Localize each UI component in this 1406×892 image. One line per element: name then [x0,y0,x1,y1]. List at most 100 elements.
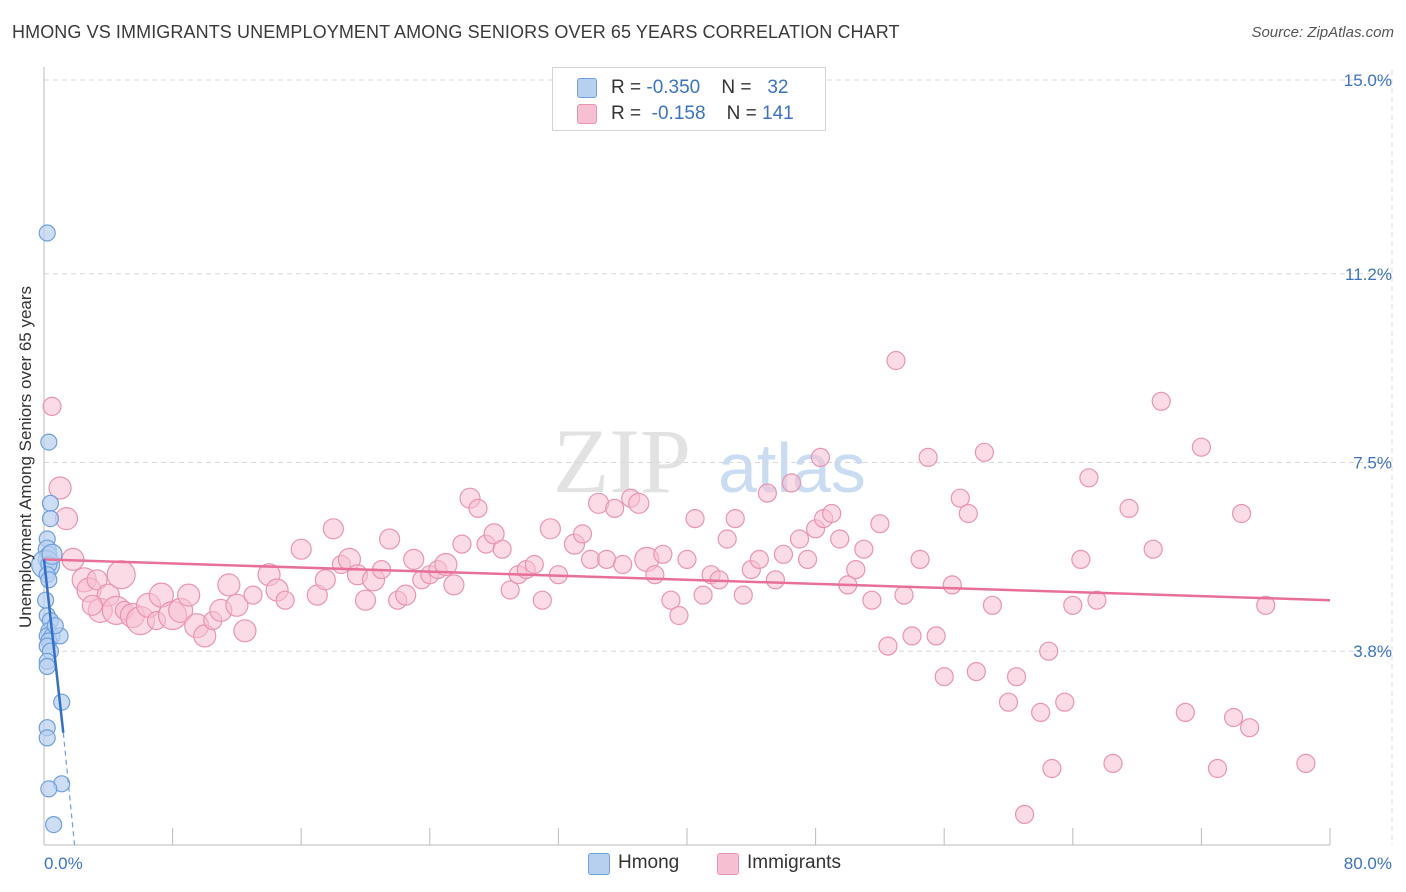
immigrants-point [1087,590,1107,610]
hmong-point [37,591,55,609]
immigrants-point [177,583,201,607]
y-tick-label: 15.0% [1344,71,1392,90]
immigrants-point [862,590,882,610]
immigrants-point [966,661,986,682]
immigrants-point [846,559,866,580]
immigrants-point [926,626,946,646]
immigrants-point [492,539,512,559]
immigrants-point [468,498,488,518]
immigrants-point [810,447,831,467]
immigrants-point [765,570,786,590]
immigrants-point [1256,595,1276,615]
immigrants-n-label: N = [726,103,763,124]
immigrants-point [781,473,802,493]
immigrants-point [86,569,108,591]
immigrants-point [982,595,1003,615]
hmong-legend-swatch [588,853,610,875]
y-axis-label: Unemployment Among Seniors over 65 years [16,285,35,629]
immigrants-point [1207,758,1228,779]
immigrants-point [572,524,593,544]
immigrants-point [597,549,617,570]
immigrants-point [974,442,994,462]
immigrants-legend-label: Immigrants [747,852,841,873]
immigrants-point [500,580,520,600]
immigrants-point [661,590,681,610]
x-tick-label-max: 80.0% [1344,854,1392,873]
immigrants-point [233,619,257,643]
immigrants-point [48,476,72,500]
hmong-swatch [577,78,597,98]
y-tick-label: 7.5% [1353,454,1392,473]
watermark-atlas: atlas [718,429,866,507]
immigrants-point [605,498,625,518]
immigrants-point [483,523,505,545]
immigrants-point [532,590,552,610]
immigrants-point [918,447,938,467]
immigrants-point [757,483,777,503]
immigrants-point [645,565,665,585]
immigrants-point [1191,437,1212,457]
immigrants-point [685,508,705,529]
immigrants-point [106,560,136,590]
hmong-r-value: -0.350 [646,77,701,98]
hmong-point [40,780,58,798]
immigrants-point [452,534,472,554]
hmong-n-label: N = [721,77,757,98]
immigrants-point [1231,503,1252,524]
immigrants-point [830,529,850,549]
y-tick-label: 3.8% [1353,642,1392,661]
immigrants-point [395,584,417,606]
immigrants-point [958,503,978,524]
source-label: Source: ZipAtlas.com [1251,24,1394,41]
y-tick-label: 11.2% [1345,265,1392,284]
immigrants-point [1119,498,1139,518]
immigrants-point [628,492,650,514]
immigrants-point [725,508,745,529]
immigrants-point [354,589,377,611]
immigrants-point [653,544,673,564]
immigrants-point [942,575,962,595]
chart-title: HMONG VS IMMIGRANTS UNEMPLOYMENT AMONG S… [12,22,900,42]
immigrants-point [878,636,898,656]
immigrants-point [910,549,930,570]
hmong-point [38,729,56,747]
immigrants-point [434,552,458,577]
immigrants-point [243,585,263,605]
immigrants-swatch [577,104,597,124]
immigrants-point [290,538,312,560]
hmong-legend-label: Hmong [618,852,680,873]
x-tick-label-min: 0.0% [44,854,83,873]
immigrants-point [613,554,633,575]
immigrants-point [1151,391,1171,411]
immigrants-point [1042,758,1062,779]
immigrants-point [854,539,874,559]
immigrants-r-label: R = [611,103,647,124]
immigrants-point [1006,667,1027,687]
immigrants-point [749,549,769,570]
immigrants-point [894,585,914,605]
immigrants-point [693,585,713,605]
immigrants-point [1039,641,1059,661]
immigrants-point [1240,718,1260,738]
immigrants-point [789,529,810,549]
immigrants-point [1063,595,1083,615]
immigrants-point [81,594,103,616]
immigrants-point [822,503,842,524]
immigrants-point [42,396,62,416]
immigrants-trend-line [43,558,1331,602]
immigrants-point [580,549,601,570]
hmong-trend-extension [62,732,76,846]
immigrants-point [902,626,922,646]
immigrants-point [1014,804,1035,825]
immigrants-legend-swatch [717,853,739,875]
immigrants-point [539,518,561,540]
correlation-legend: R = -0.350 N = 32 R = -0.158 N = 141 [552,67,826,131]
immigrants-point [314,569,336,591]
immigrants-point [998,692,1019,712]
immigrants-point [1103,753,1123,774]
immigrants-point [275,590,295,610]
immigrants-r-value: -0.158 [651,103,706,124]
hmong-point [40,433,58,451]
immigrants-point [524,554,544,575]
